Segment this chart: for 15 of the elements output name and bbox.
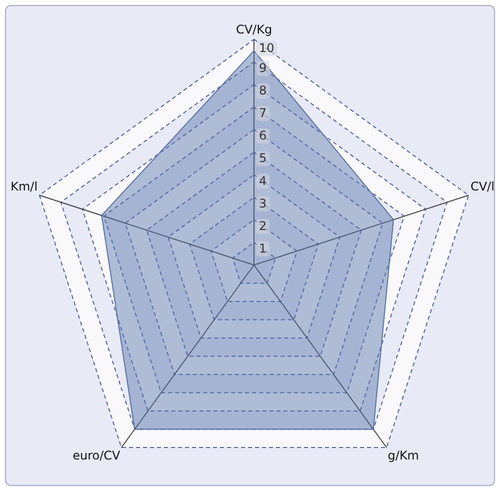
spoke-label: CV/l [470,180,494,194]
y-tick-label: 6 [258,128,267,143]
y-tick-label: 10 [258,41,274,56]
y-tick-label: 5 [258,151,267,166]
spoke-label: CV/Kg [236,22,272,36]
spoke-label: g/Km [388,448,419,462]
y-tick-label: 4 [258,174,267,188]
y-tick-label: 2 [258,218,267,233]
y-tick-label: 7 [258,106,267,120]
spoke-label: Km/l [10,180,38,194]
y-tick-label: 1 [258,241,267,256]
y-tick-label: 3 [258,196,267,210]
y-tick-label: 8 [258,84,267,98]
y-tick-label: 9 [258,60,267,75]
spoke-label: euro/CV [72,448,121,462]
